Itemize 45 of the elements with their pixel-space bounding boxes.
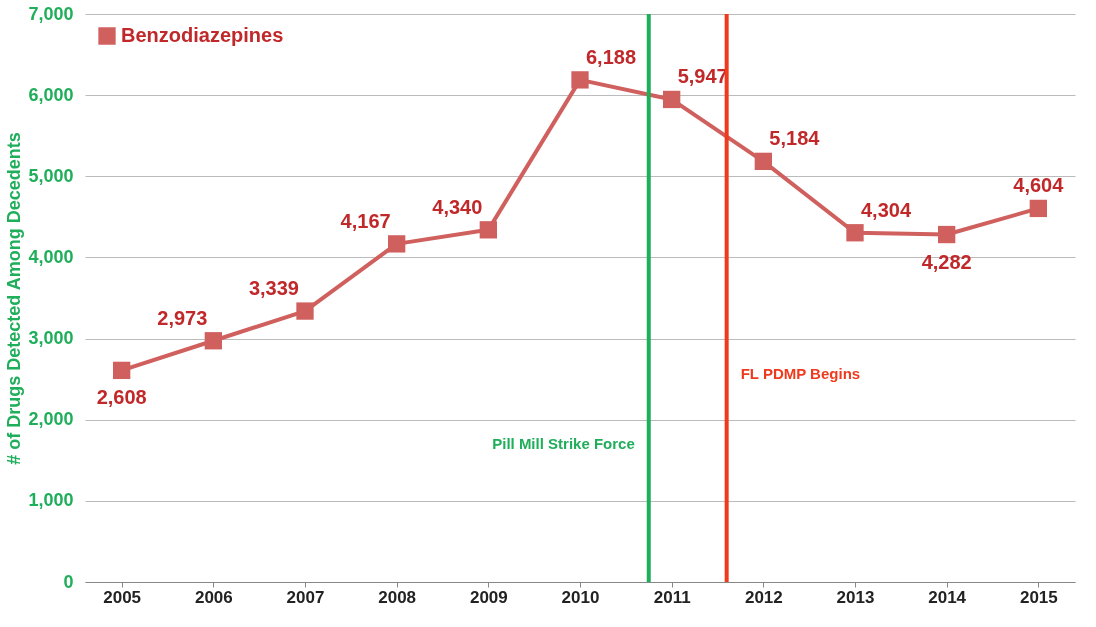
text: 2,608 — [96, 386, 147, 409]
y-tick-label: 7,000 — [28, 3, 74, 24]
y-tick-label: 4,000 — [28, 246, 74, 267]
x-tick-label: 2011 — [653, 587, 691, 607]
point — [938, 225, 956, 244]
y-axis-title: # of Drugs Detected Among Decedents — [4, 132, 25, 465]
x-tick-label: 2006 — [194, 587, 233, 607]
point — [1029, 199, 1047, 218]
x-tick-label: 2005 — [103, 587, 142, 607]
text: 4,340 — [432, 195, 483, 218]
y-tick-label: 1,000 — [28, 490, 74, 511]
text: 3,339 — [248, 277, 299, 300]
ref-line-label: Pill Mill Strike Force — [492, 435, 635, 452]
legend-label: Benzodiazepines — [121, 24, 284, 46]
point — [846, 224, 864, 242]
y-tick-label: 0 — [63, 571, 74, 592]
point — [571, 71, 589, 89]
x-tick-label: 2012 — [744, 587, 783, 607]
ref-line-label: FL PDMP Begins — [740, 365, 861, 382]
text: 6,188 — [586, 45, 637, 68]
text: 5,184 — [769, 127, 820, 150]
text: 4,304 — [861, 198, 912, 221]
x-tick-label: 2015 — [1019, 587, 1058, 607]
text: 4,604 — [1013, 174, 1064, 197]
point — [754, 152, 772, 171]
point — [663, 90, 681, 109]
point — [296, 302, 314, 320]
x-tick-label: 2008 — [378, 587, 417, 607]
x-tick-label: 2013 — [836, 587, 875, 607]
y-tick-label: 5,000 — [28, 165, 74, 186]
text: 4,167 — [340, 209, 391, 232]
text: 5,947 — [677, 65, 728, 88]
y-tick-label: 3,000 — [28, 328, 74, 349]
point — [113, 361, 131, 380]
x-tick-label: 2010 — [561, 587, 600, 607]
point — [479, 221, 497, 239]
y-tick-label: 6,000 — [28, 84, 74, 105]
x-tick-label: 2009 — [469, 587, 508, 607]
point — [204, 332, 222, 350]
x-tick-label: 2014 — [928, 587, 967, 607]
text: 4,282 — [921, 250, 972, 273]
x-tick-label: 2007 — [286, 587, 325, 607]
point — [388, 235, 406, 253]
y-tick-label: 2,000 — [28, 409, 74, 430]
text: 2,973 — [157, 306, 208, 329]
